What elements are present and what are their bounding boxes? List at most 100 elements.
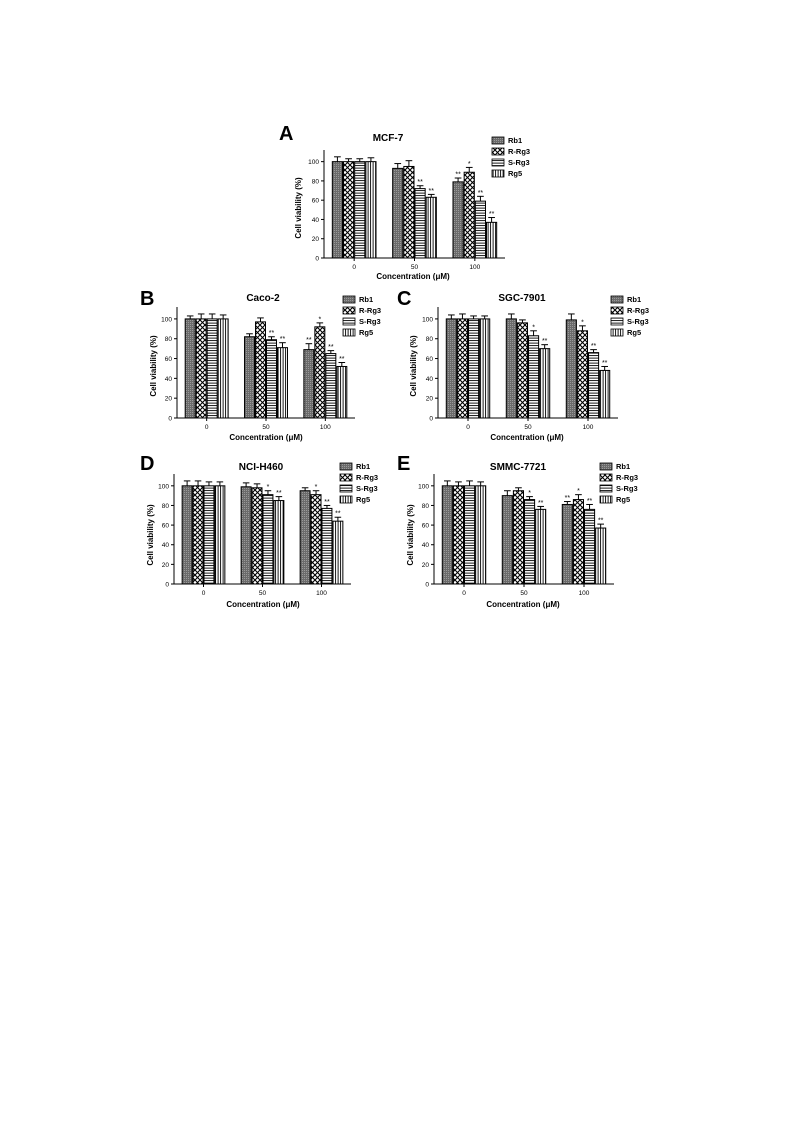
panel-A-title: MCF-7 bbox=[373, 133, 404, 144]
panel-E: E SMMC-7721 Cell viability (%) Concentra… bbox=[397, 453, 638, 609]
panel-C-legend-swatch-rb1 bbox=[610, 295, 624, 304]
panel-C-bar-rg5-100-significance: ** bbox=[602, 360, 608, 367]
panel-A-bar-rb1-100-significance: ** bbox=[455, 172, 461, 179]
panel-A-legend-swatch-s-rg3 bbox=[491, 158, 505, 167]
panel-A-y-tick-label: 0 bbox=[315, 256, 319, 263]
panel-D-legend-swatch-rg5 bbox=[339, 495, 353, 504]
panel-A-legend-label-rb1: Rb1 bbox=[508, 136, 522, 145]
panel-C-legend-label-rg5: Rg5 bbox=[627, 328, 641, 337]
panel-A-bar-s-rg3-100-significance: ** bbox=[478, 190, 484, 197]
panel-D: D NCI-H460 Cell viability (%) Concentrat… bbox=[140, 453, 378, 609]
panel-E-bar-rg5-100-significance: ** bbox=[598, 518, 604, 525]
panel-B-bar-s-rg3-100 bbox=[325, 353, 337, 419]
panel-A-bar-r-rg3-50 bbox=[403, 165, 415, 259]
panel-A-bar-rg5-0 bbox=[365, 161, 377, 259]
panel-E-bar-r-rg3-100-significance: * bbox=[577, 488, 580, 495]
panel-A-legend-label-rg5: Rg5 bbox=[508, 169, 522, 178]
panel-B-bar-r-rg3-0 bbox=[195, 318, 207, 419]
panel-C-legend-swatch-s-rg3 bbox=[610, 317, 624, 326]
panel-A-ylabel: Cell viability (%) bbox=[294, 177, 303, 239]
panel-A-y-tick-label: 60 bbox=[312, 198, 320, 205]
panel-B-x-tick-label: 0 bbox=[205, 424, 209, 431]
panel-C-x-tick-label: 50 bbox=[524, 424, 532, 431]
panel-E-y-tick-label: 80 bbox=[422, 503, 430, 510]
panel-D-title: NCI-H460 bbox=[239, 462, 284, 473]
panel-C-bar-rg5-50 bbox=[539, 348, 551, 419]
panel-E-legend-swatch-r-rg3 bbox=[599, 473, 613, 482]
panel-B: B Caco-2 Cell viability (%) Concentratio… bbox=[140, 288, 381, 442]
panel-B-bar-s-rg3-0 bbox=[206, 318, 218, 419]
panel-E-legend: Rb1 R-Rg3 S-Rg3 Rg5 bbox=[599, 462, 638, 504]
panel-E-bar-rg5-50-significance: ** bbox=[538, 500, 544, 507]
panel-C-ylabel: Cell viability (%) bbox=[409, 335, 418, 397]
panel-A-legend-label-r-rg3: R-Rg3 bbox=[508, 147, 530, 156]
panel-E-bar-r-rg3-50 bbox=[512, 490, 525, 585]
panel-D-bar-s-rg3-50 bbox=[262, 494, 274, 585]
panel-B-y-tick-label: 0 bbox=[168, 416, 172, 423]
panel-E-ylabel: Cell viability (%) bbox=[406, 504, 415, 566]
panel-C-bar-s-rg3-50-significance: * bbox=[532, 324, 535, 331]
panel-B-y-tick-label: 100 bbox=[161, 316, 172, 323]
panel-C-y-tick-label: 0 bbox=[429, 416, 433, 423]
panel-E-bar-rg5-100 bbox=[595, 527, 607, 585]
panel-D-bar-rg5-50-significance: ** bbox=[276, 490, 282, 497]
panel-B-bar-s-rg3-50-significance: ** bbox=[269, 330, 275, 337]
panel-B-legend-swatch-r-rg3 bbox=[342, 306, 356, 315]
panel-B-ylabel: Cell viability (%) bbox=[149, 335, 158, 397]
panel-C-bar-rg5-50-significance: ** bbox=[542, 338, 548, 345]
panel-E-y-tick-label: 60 bbox=[422, 523, 430, 530]
panel-C-bar-s-rg3-0 bbox=[468, 318, 480, 419]
panel-A-y-tick-label: 40 bbox=[312, 217, 320, 224]
panel-C-bar-rg5-100 bbox=[599, 369, 611, 419]
panel-E-legend-label-r-rg3: R-Rg3 bbox=[616, 473, 638, 482]
panel-E-title: SMMC-7721 bbox=[490, 462, 547, 473]
panel-C-x-tick-label: 0 bbox=[466, 424, 470, 431]
panel-D-y-tick-label: 60 bbox=[162, 523, 170, 530]
panel-A-legend-swatch-rg5 bbox=[491, 169, 505, 178]
panel-A-bar-r-rg3-0 bbox=[342, 161, 355, 259]
panel-E-bar-r-rg3-100 bbox=[572, 499, 585, 585]
panel-D-bar-s-rg3-100 bbox=[321, 507, 333, 585]
panel-E-legend-swatch-rb1 bbox=[599, 462, 613, 471]
panel-C-legend: Rb1 R-Rg3 S-Rg3 Rg5 bbox=[610, 295, 649, 337]
panel-A-bar-r-rg3-100-significance: * bbox=[468, 161, 471, 168]
panel-E-bar-rg5-0 bbox=[475, 485, 487, 585]
panel-A-xlabel: Concentration (μM) bbox=[376, 272, 450, 281]
panel-C-y-tick-label: 20 bbox=[426, 396, 434, 403]
panel-C-y-tick-label: 40 bbox=[426, 376, 434, 383]
panel-B-bar-s-rg3-100-significance: ** bbox=[328, 344, 334, 351]
panel-A-bar-rg5-100 bbox=[486, 221, 498, 259]
panel-E-bar-rb1-100 bbox=[561, 503, 573, 585]
panel-A-legend-swatch-rb1 bbox=[491, 136, 505, 145]
panel-A-bar-rb1-50 bbox=[392, 167, 404, 259]
panel-B-bar-rg5-0 bbox=[217, 318, 229, 419]
panel-E-bar-s-rg3-50 bbox=[524, 499, 536, 585]
panel-C-y-tick-label: 60 bbox=[426, 356, 434, 363]
panel-E-legend-label-s-rg3: S-Rg3 bbox=[616, 484, 638, 493]
panel-C-bar-rg5-0 bbox=[479, 318, 491, 419]
panel-D-x-tick-label: 50 bbox=[259, 590, 267, 597]
panel-D-y-tick-label: 40 bbox=[162, 542, 170, 549]
panel-E-x-tick-label: 100 bbox=[579, 590, 590, 597]
panel-B-legend-label-r-rg3: R-Rg3 bbox=[359, 306, 381, 315]
panel-B-bar-r-rg3-100-significance: * bbox=[318, 316, 321, 323]
panel-B-legend-label-s-rg3: S-Rg3 bbox=[359, 317, 381, 326]
panel-D-bar-rg5-50 bbox=[273, 500, 285, 585]
panel-A-bar-rg5-50 bbox=[425, 196, 437, 259]
panel-D-legend-swatch-r-rg3 bbox=[339, 473, 353, 482]
panel-A: A MCF-7 Cell viability (%) Concentration… bbox=[279, 123, 530, 281]
panel-A-legend: Rb1 R-Rg3 S-Rg3 Rg5 bbox=[491, 136, 530, 178]
panel-B-bar-rg5-50 bbox=[276, 347, 288, 419]
panel-A-x-tick-label: 0 bbox=[352, 264, 356, 271]
panel-B-bar-r-rg3-50 bbox=[255, 321, 266, 419]
panel-D-bar-s-rg3-50-significance: * bbox=[267, 484, 270, 491]
panel-D-legend: Rb1 R-Rg3 S-Rg3 Rg5 bbox=[339, 462, 378, 504]
panel-E-y-tick-label: 100 bbox=[418, 483, 429, 490]
panel-B-legend-swatch-rg5 bbox=[342, 328, 356, 337]
panel-E-bar-s-rg3-50-significance: * bbox=[528, 490, 531, 497]
panel-E-x-tick-label: 0 bbox=[462, 590, 466, 597]
panel-C-bar-s-rg3-100 bbox=[588, 352, 600, 419]
panel-letter-A: A bbox=[279, 123, 293, 145]
panel-C: C SGC-7901 Cell viability (%) Concentrat… bbox=[397, 288, 649, 442]
